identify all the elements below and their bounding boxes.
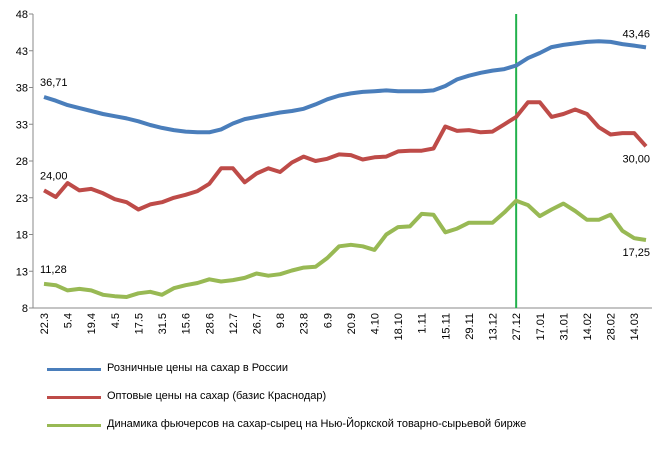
y-tick-label: 48	[16, 9, 28, 21]
legend-swatch	[47, 424, 101, 427]
x-tick-label: 26.7	[251, 313, 263, 334]
value-label: 36,71	[40, 77, 68, 89]
y-tick-label: 33	[16, 119, 28, 131]
y-tick-label: 8	[22, 303, 28, 315]
x-tick-label: 29.11	[464, 313, 476, 340]
x-tick-label: 31.01	[558, 313, 570, 341]
x-tick-label: 13.12	[488, 313, 500, 341]
y-tick-label: 38	[16, 83, 28, 95]
x-tick-label: 1.11	[417, 313, 429, 334]
x-tick-label: 23.8	[299, 313, 311, 334]
value-label: 11,28	[40, 264, 67, 276]
x-tick-label: 6.9	[322, 313, 334, 328]
x-tick-label: 19.4	[86, 313, 98, 334]
y-tick-label: 13	[16, 266, 28, 278]
value-label: 24,00	[40, 170, 68, 182]
y-tick-label: 43	[16, 46, 28, 58]
y-tick-label: 18	[16, 230, 28, 242]
x-tick-label: 14.03	[629, 313, 641, 341]
plot: 8 13 18 23 28 33 38 43 48 22.3 5.4 19.4 4.5 17.5 31.5 1…	[16, 9, 652, 341]
x-tick-label: 20.9	[346, 313, 358, 334]
x-tick-label: 17.5	[133, 313, 145, 334]
legend-label: Розничные цены на сахар в России	[107, 362, 289, 374]
x-tick-label: 22.3	[39, 313, 51, 334]
x-tick-label: 28.6	[204, 313, 216, 334]
x-tick-label: 12.7	[228, 313, 240, 334]
legend-item: Динамика фьючерсов на сахар-сырец на Нью…	[47, 418, 567, 446]
legend: Розничные цены на сахар в России Оптовые …	[47, 362, 567, 446]
x-tick-label: 31.5	[157, 313, 169, 334]
x-tick-label: 9.8	[275, 313, 287, 328]
legend-label: Динамика фьючерсов на сахар-сырец на Нью…	[107, 418, 527, 430]
y-tick-label: 28	[16, 156, 28, 168]
x-tick-label: 14.02	[582, 313, 594, 341]
value-label: 43,46	[622, 28, 650, 40]
x-tick-label: 27.12	[511, 313, 523, 341]
series-line	[43, 39, 647, 135]
x-tick-label: 4.10	[370, 313, 382, 334]
value-label: 17,25	[622, 247, 650, 259]
legend-swatch	[47, 368, 101, 371]
series-line	[43, 100, 648, 212]
value-label: 30,00	[622, 153, 650, 165]
x-tick-label: 4.5	[110, 313, 122, 328]
x-tick-label: 18.10	[393, 313, 405, 341]
series-line	[43, 198, 647, 299]
x-tick-label: 15.11	[440, 313, 452, 340]
x-tick-label: 17.01	[535, 313, 547, 341]
y-tick-label: 23	[16, 193, 28, 205]
legend-swatch	[47, 396, 101, 399]
x-tick-label: 28.02	[606, 313, 618, 341]
x-tick-label: 15.6	[181, 313, 193, 334]
x-tick-label: 5.4	[63, 313, 75, 328]
legend-item: Розничные цены на сахар в России	[47, 362, 567, 390]
legend-item: Оптовые цены на сахар (базис Краснодар)	[47, 390, 567, 418]
legend-label: Оптовые цены на сахар (базис Краснодар)	[107, 390, 327, 402]
